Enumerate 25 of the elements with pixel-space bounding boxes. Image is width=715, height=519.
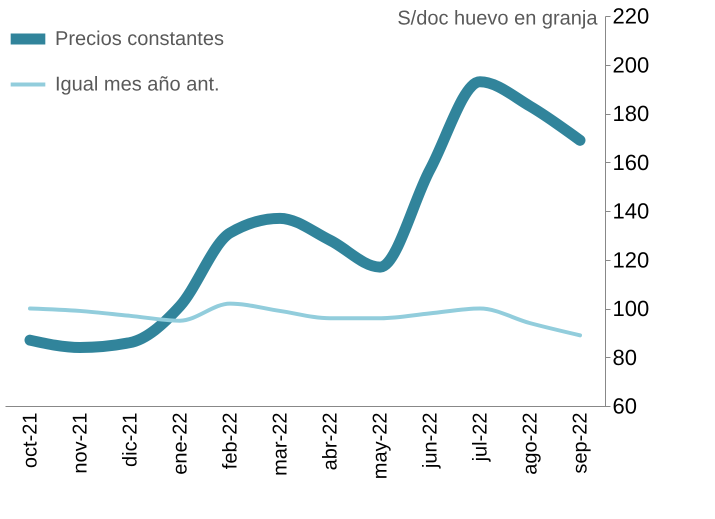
- x-tick-label: mar-22: [270, 412, 292, 476]
- x-tick-label: sep-22: [570, 412, 592, 474]
- y-tick-label: 60: [612, 394, 637, 418]
- y-tick-label: 200: [612, 52, 650, 78]
- x-tick-label: ene-22: [170, 412, 192, 475]
- y-tick-label: 140: [612, 198, 650, 224]
- x-tick-label: may-22: [370, 412, 392, 480]
- legend-label: Igual mes año ant.: [55, 74, 220, 96]
- line-series: [28, 302, 582, 338]
- x-tick-label: nov-21: [70, 412, 92, 474]
- y-tick-label: 120: [612, 247, 650, 272]
- x-tick-label: jun-22: [420, 412, 442, 470]
- y-tick-label: 220: [612, 4, 650, 28]
- y-tick-label: 80: [612, 344, 637, 370]
- x-tick-label: dic-21: [120, 412, 142, 467]
- x-tick-label: ago-22: [520, 412, 542, 475]
- y-tick-label: 100: [612, 296, 650, 321]
- y-tick-label: 160: [612, 150, 650, 175]
- legend-label: Precios constantes: [55, 28, 224, 50]
- x-tick-label: feb-22: [220, 412, 242, 470]
- x-tick-label: oct-21: [20, 412, 42, 468]
- y-axis-title: S/doc huevo en granja: [397, 8, 598, 30]
- x-tick-label: jul-22: [470, 412, 492, 462]
- y-tick-label: 180: [612, 101, 650, 126]
- x-tick-label: abr-22: [320, 412, 342, 470]
